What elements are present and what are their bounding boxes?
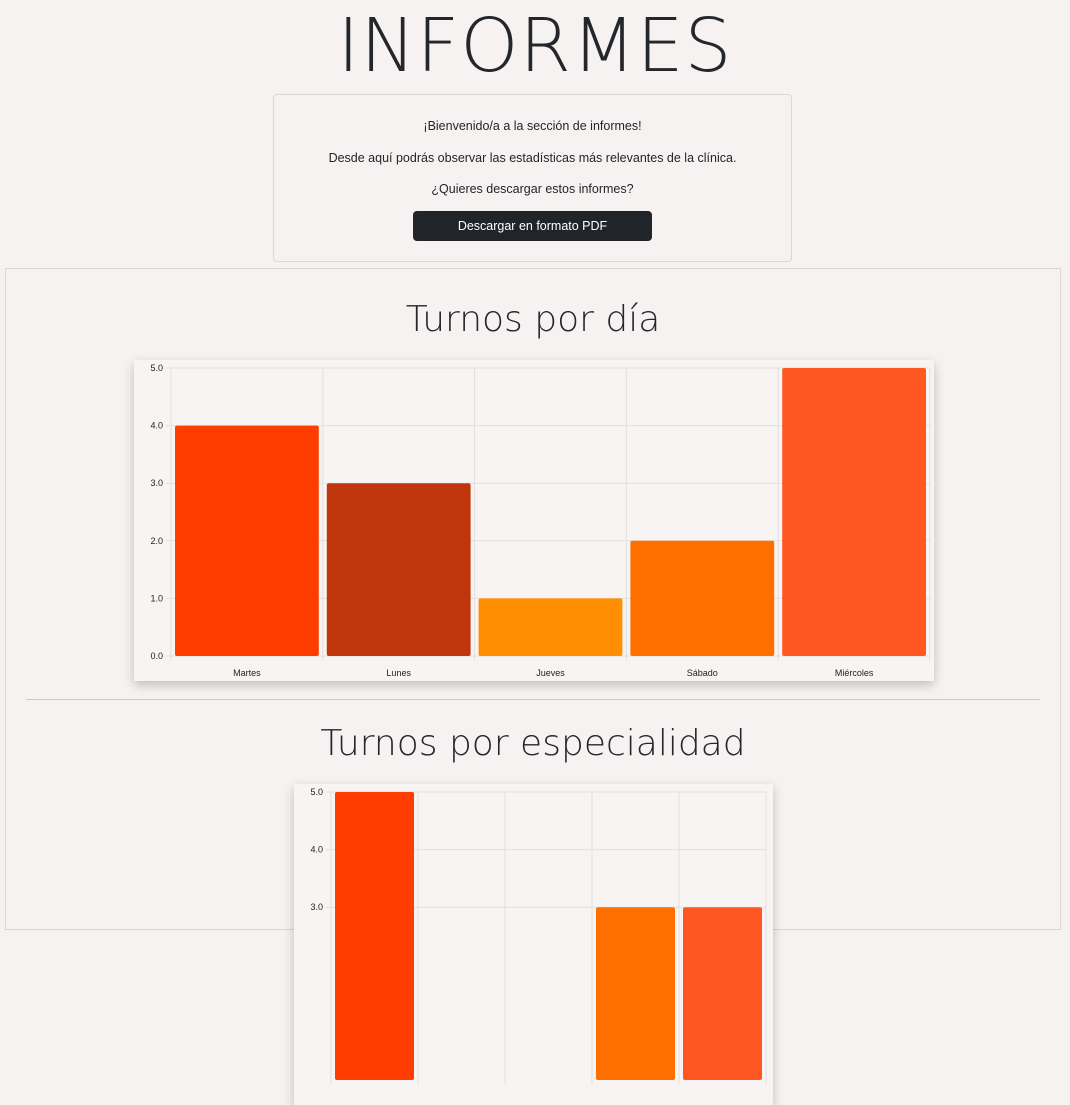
x-tick-label: Jueves xyxy=(536,668,565,678)
download-pdf-button[interactable]: Descargar en formato PDF xyxy=(413,211,652,241)
y-tick-label: 1.0 xyxy=(150,593,163,603)
section-divider xyxy=(26,699,1040,700)
reports-panel: Turnos por día 0.0 1.0 2.0 3.0 4.0 5.0 Martes L… xyxy=(5,268,1061,1105)
chart-turnos-por-especialidad-card: 3.0 4.0 5.0 xyxy=(294,784,773,1105)
download-question: ¿Quieres descargar estos informes? xyxy=(431,182,634,196)
x-tick-label: Martes xyxy=(233,668,261,678)
y-tick-label: 4.0 xyxy=(310,845,323,855)
y-tick-label: 0.0 xyxy=(150,651,163,661)
page-title: INFORMES xyxy=(337,3,733,89)
bar xyxy=(782,368,926,656)
bar xyxy=(175,425,319,656)
intro-card: ¡Bienvenido/a a la sección de informes! … xyxy=(273,94,792,262)
bar xyxy=(478,598,623,656)
y-tick-label: 3.0 xyxy=(150,478,163,488)
welcome-text: ¡Bienvenido/a a la sección de informes! xyxy=(423,119,642,133)
bar xyxy=(683,907,762,1080)
y-tick-label: 3.0 xyxy=(310,902,323,912)
bar xyxy=(596,907,675,1080)
description-text: Desde aquí podrás observar las estadísti… xyxy=(328,151,737,165)
y-tick-label: 4.0 xyxy=(150,421,163,431)
section-title-turnos-por-especialidad: Turnos por especialidad xyxy=(320,723,746,764)
chart-turnos-por-dia: 0.0 1.0 2.0 3.0 4.0 5.0 Martes Lunes Jueves Sábad… xyxy=(150,363,931,678)
bar xyxy=(335,792,414,1080)
chart-turnos-por-dia-card: 0.0 1.0 2.0 3.0 4.0 5.0 Martes Lunes Jueves Sábad… xyxy=(134,360,934,681)
x-tick-label: Lunes xyxy=(386,668,411,678)
y-tick-label: 2.0 xyxy=(150,536,163,546)
y-tick-label: 5.0 xyxy=(310,787,323,797)
bar xyxy=(630,540,775,656)
x-tick-label: Miércoles xyxy=(835,668,874,678)
section-title-turnos-por-dia: Turnos por día xyxy=(405,299,661,340)
x-tick-label: Sábado xyxy=(687,668,718,678)
chart-turnos-por-especialidad: 3.0 4.0 5.0 xyxy=(310,787,767,1085)
y-tick-label: 5.0 xyxy=(150,363,163,373)
bar xyxy=(326,483,471,656)
